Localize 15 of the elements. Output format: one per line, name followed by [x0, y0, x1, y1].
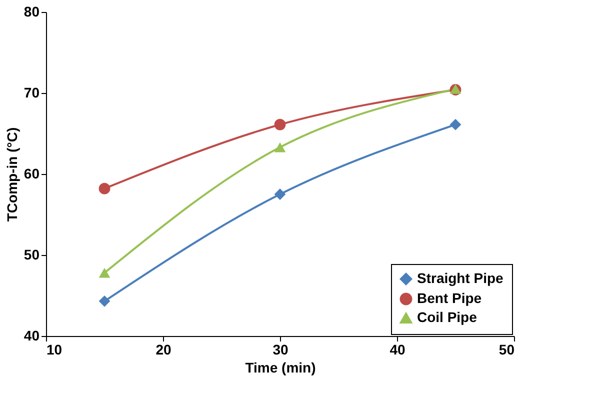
y-tick-label: 40 [24, 328, 40, 344]
legend-label: Bent Pipe [417, 290, 482, 306]
x-tick-label: 20 [156, 342, 172, 358]
x-tick-label: 40 [390, 342, 406, 358]
y-axis-title: TComp-in (°C) [4, 127, 20, 222]
legend-label: Straight Pipe [417, 270, 504, 286]
y-tick-label: 80 [24, 4, 40, 20]
y-tick-label: 60 [24, 166, 40, 182]
x-tick-label: 30 [272, 342, 288, 358]
x-tick-label: 50 [498, 342, 515, 358]
y-tick-label: 50 [24, 246, 40, 262]
legend-label: Coil Pipe [417, 309, 478, 325]
x-axis-title: Time (min) [245, 360, 316, 376]
x-tick-label: 10 [46, 342, 62, 358]
y-tick-label: 70 [24, 84, 40, 100]
